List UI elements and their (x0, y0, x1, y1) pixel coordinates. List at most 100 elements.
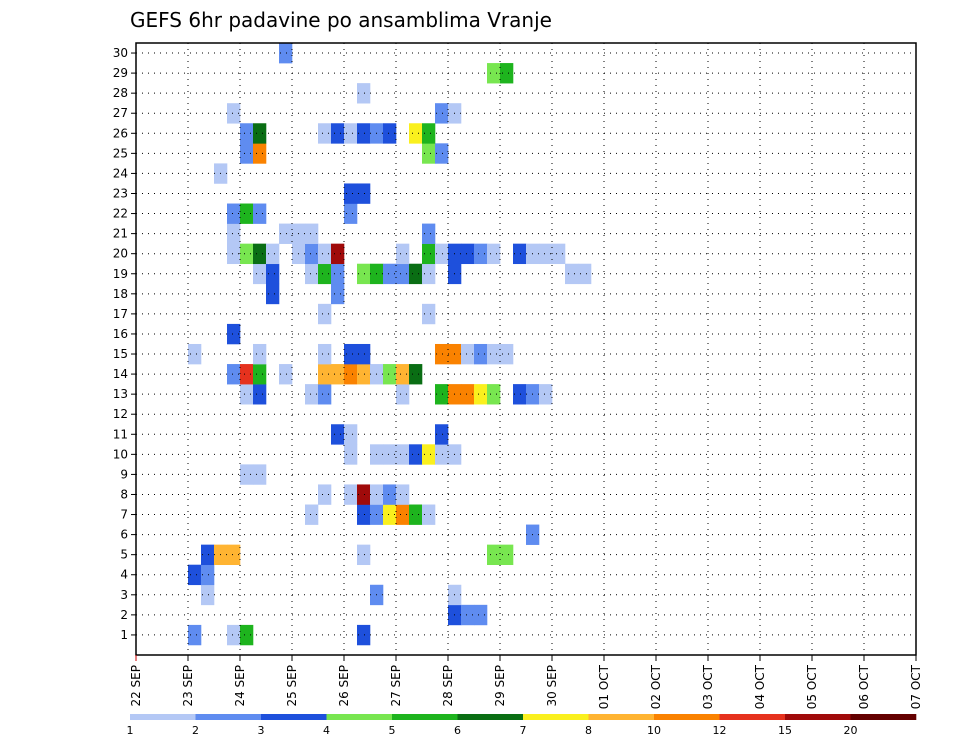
y-tick-label: 28 (113, 86, 128, 100)
heatmap-cell (318, 364, 332, 385)
heatmap-cell (227, 624, 241, 646)
heatmap-cell (357, 484, 371, 505)
y-tick-label: 17 (113, 307, 128, 321)
heatmap-cell (240, 624, 254, 646)
heatmap-cell (383, 484, 397, 505)
heatmap-cell (396, 484, 410, 505)
heatmap-cell (253, 263, 267, 285)
heatmap-cell (513, 384, 527, 405)
heatmap-cell (422, 223, 436, 244)
heatmap-cell (318, 484, 332, 505)
colorbar-legend: 1 2 3 4 5 6 7 8 10 12 15 20 (127, 714, 917, 737)
heatmap-cell (266, 243, 280, 265)
heatmap-cell (383, 504, 397, 525)
colorbar-label: 4 (323, 724, 330, 737)
heatmap-cell (422, 143, 436, 164)
x-tick-label: 28 SEP (441, 665, 455, 707)
colorbar-label: 2 (192, 724, 199, 737)
heatmap-cell (487, 63, 501, 84)
heatmap-cell (357, 183, 371, 204)
heatmap-cell (253, 464, 267, 485)
heatmap-cell (435, 444, 449, 465)
heatmap-cell (266, 283, 280, 305)
y-tick-label: 5 (120, 548, 128, 562)
y-tick-label: 24 (113, 166, 128, 180)
x-tick-label: 01 OCT (597, 664, 611, 709)
colorbar-swatch (457, 714, 524, 720)
heatmap-cell (331, 283, 345, 305)
heatmap-cell (305, 223, 319, 244)
heatmap-cell (383, 263, 397, 285)
heatmap-cell (409, 263, 423, 285)
heatmap-cell (201, 544, 215, 566)
heatmap-cell (383, 123, 397, 144)
heatmap-cell (357, 504, 371, 525)
heatmap-cell (409, 444, 423, 465)
heatmap-cell (357, 83, 371, 104)
y-tick-label: 12 (113, 407, 128, 421)
heatmap-cell (487, 384, 501, 405)
x-tick-label: 05 OCT (805, 664, 819, 709)
heatmap-cell (331, 123, 345, 144)
colorbar-swatch (261, 714, 327, 720)
y-tick-label: 10 (113, 447, 128, 461)
colorbar-label: 8 (585, 724, 592, 737)
x-tick-label: 02 OCT (649, 664, 663, 709)
heatmap-cell (396, 243, 410, 265)
heatmap-cell (409, 364, 423, 385)
heatmap-cell (344, 484, 358, 505)
y-tick-label: 25 (113, 146, 128, 160)
x-tick-label: 25 SEP (285, 665, 299, 707)
y-tick-label: 8 (120, 487, 128, 501)
heatmap-cell (487, 343, 501, 365)
y-tick-label: 21 (113, 227, 128, 241)
colorbar-label: 10 (647, 724, 661, 737)
heatmap-cell (344, 343, 358, 365)
heatmap-cell (240, 143, 254, 164)
heatmap-cell (409, 504, 423, 525)
y-tick-label: 11 (113, 427, 128, 441)
heatmap-cell (357, 544, 371, 566)
y-tick-label: 23 (113, 186, 128, 200)
colorbar-label: 7 (520, 724, 527, 737)
y-tick-label: 2 (120, 608, 128, 622)
colorbar-swatch (588, 714, 655, 720)
colorbar-label: 5 (389, 724, 396, 737)
heatmap-cell (240, 243, 254, 265)
y-tick-label: 26 (113, 126, 128, 140)
y-tick-label: 3 (120, 588, 128, 602)
heatmap-cell (396, 384, 410, 405)
y-tick-label: 6 (120, 528, 128, 542)
heatmap-cell (331, 243, 345, 265)
colorbar-swatch (130, 714, 196, 720)
heatmap-cell (344, 183, 358, 204)
heatmap-cell (487, 544, 501, 566)
heatmap-cell (240, 123, 254, 144)
heatmap-cell (396, 504, 410, 525)
heatmap-cell (188, 564, 202, 586)
y-tick-label: 30 (113, 46, 128, 60)
y-tick-label: 15 (113, 347, 128, 361)
heatmap-cell (383, 364, 397, 385)
heatmap-cell (461, 604, 475, 626)
heatmap-cell (344, 424, 358, 445)
heatmap-cell (279, 43, 293, 64)
heatmap-cell (500, 544, 514, 566)
heatmap-cell (227, 103, 241, 124)
heatmap-cell (396, 444, 410, 465)
heatmap-cell (305, 263, 319, 285)
heatmap-cell (201, 564, 215, 586)
heatmap-cell (305, 504, 319, 525)
heatmap-cell (253, 243, 267, 265)
heatmap-cell (318, 263, 332, 285)
y-tick-label: 1 (120, 628, 128, 642)
heatmap-cell (435, 103, 449, 124)
heatmap-cell (422, 444, 436, 465)
chart-title: GEFS 6hr padavine po ansamblima Vranje (130, 8, 552, 32)
heatmap-cell (435, 143, 449, 164)
y-tick-label: 27 (113, 106, 128, 120)
colorbar-swatch (850, 714, 917, 720)
heatmap-cell (357, 343, 371, 365)
heatmap-cell (435, 384, 449, 405)
colorbar-label: 20 (844, 724, 858, 737)
